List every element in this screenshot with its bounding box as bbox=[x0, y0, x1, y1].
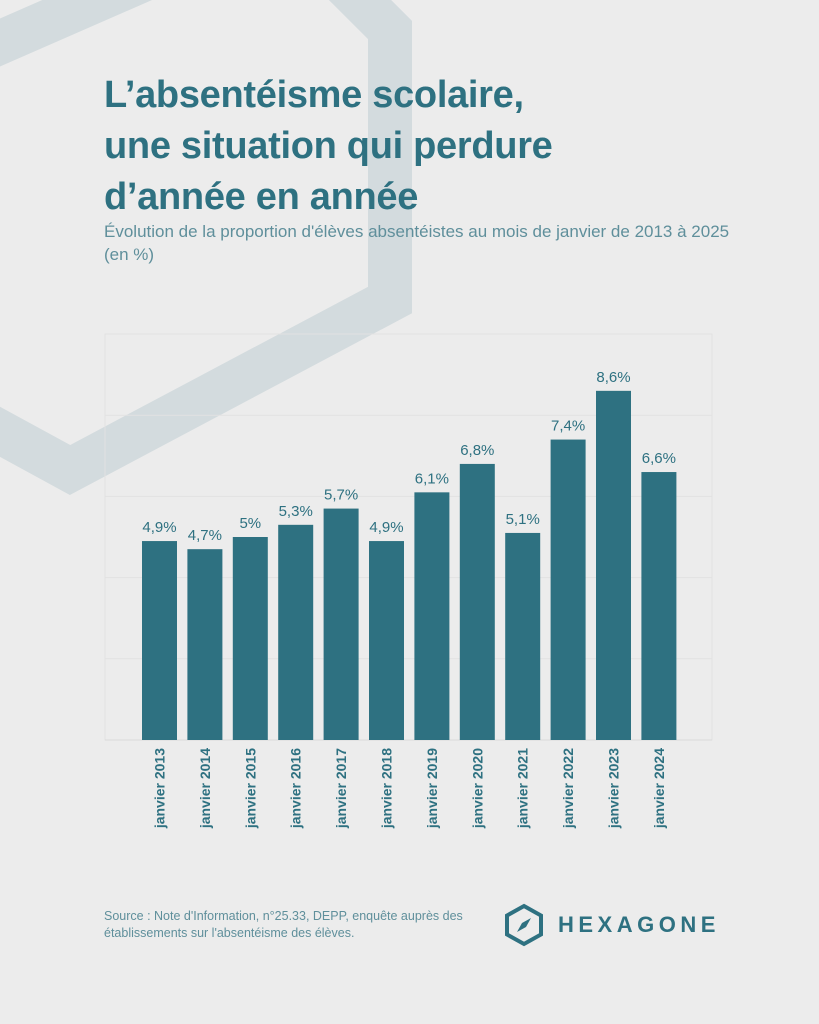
data-label: 6,8% bbox=[460, 442, 494, 459]
bar bbox=[550, 439, 586, 740]
data-label: 8,6% bbox=[596, 369, 630, 386]
title-line: une situation qui perdure bbox=[104, 125, 553, 167]
bar bbox=[232, 537, 268, 740]
chart-subtitle: Évolution de la proportion d'élèves abse… bbox=[104, 222, 730, 264]
page-title: L’absentéisme scolaire, une situation qu… bbox=[104, 70, 744, 223]
data-label: 4,9% bbox=[369, 519, 403, 536]
data-label: 6,1% bbox=[415, 470, 449, 487]
bar bbox=[414, 492, 450, 740]
data-label: 5,7% bbox=[324, 487, 358, 504]
bar bbox=[596, 390, 631, 740]
x-tick-label: janvier 2017 bbox=[333, 748, 349, 829]
bar bbox=[505, 532, 541, 740]
x-tick-label: janvier 2019 bbox=[424, 748, 440, 829]
x-tick-label: janvier 2021 bbox=[515, 748, 531, 829]
data-label: 7,4% bbox=[551, 418, 585, 435]
bar bbox=[278, 524, 314, 740]
x-tick-label: janvier 2013 bbox=[152, 748, 168, 829]
x-tick-label: janvier 2022 bbox=[560, 748, 576, 829]
x-tick-label: janvier 2024 bbox=[651, 748, 667, 829]
x-tick-label: janvier 2015 bbox=[242, 748, 258, 829]
x-tick-label: janvier 2016 bbox=[288, 748, 304, 829]
data-label: 6,6% bbox=[642, 450, 676, 467]
bar bbox=[142, 541, 177, 740]
data-label: 4,7% bbox=[188, 527, 222, 544]
bar bbox=[459, 463, 495, 740]
data-label: 5,1% bbox=[506, 511, 540, 528]
bar bbox=[641, 472, 677, 740]
x-tick-label: janvier 2014 bbox=[197, 748, 213, 829]
x-tick-label: janvier 2023 bbox=[606, 748, 622, 829]
source-note: Source : Note d'Information, n°25.33, DE… bbox=[104, 909, 463, 940]
hexagone-logo: HEXAGONE bbox=[504, 902, 720, 948]
bar bbox=[323, 508, 359, 740]
x-tick-label: janvier 2018 bbox=[379, 748, 395, 829]
bar bbox=[187, 549, 223, 740]
hexagon-compass-icon bbox=[505, 903, 543, 947]
title-line: L’absentéisme scolaire, bbox=[104, 74, 524, 116]
data-label: 5,3% bbox=[279, 503, 313, 520]
data-label: 4,9% bbox=[142, 519, 176, 536]
brand-name: HEXAGONE bbox=[558, 912, 720, 937]
x-tick-label: janvier 2020 bbox=[469, 748, 485, 829]
title-line: d’année en année bbox=[104, 176, 419, 218]
bar bbox=[369, 541, 404, 740]
data-label: 5% bbox=[239, 515, 261, 532]
